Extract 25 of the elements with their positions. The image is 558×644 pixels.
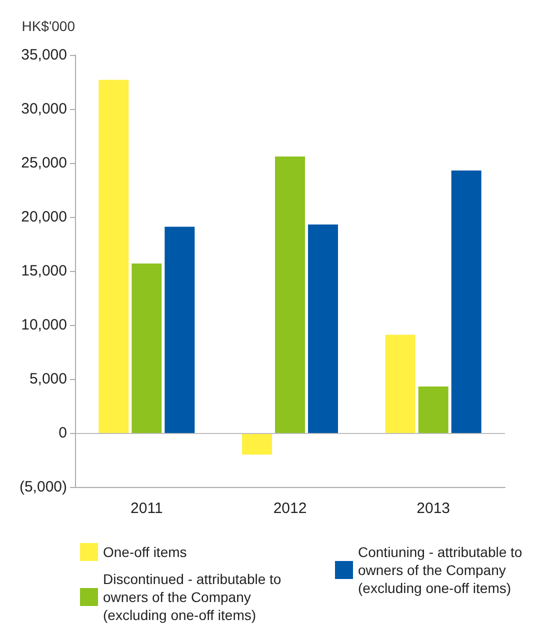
bar <box>418 386 448 433</box>
bar <box>275 156 305 433</box>
y-tick-label: 15,000 <box>21 262 67 280</box>
y-tick-label: 5,000 <box>29 370 67 388</box>
y-tick-label: 20,000 <box>21 208 67 226</box>
y-tick-label: 10,000 <box>21 316 67 334</box>
bar <box>385 334 416 433</box>
x-tick-label: 2013 <box>416 500 450 517</box>
y-tick-label: 30,000 <box>21 100 67 118</box>
legend-label: Discontinued - attributable to owners of the Company (excluding one-off items) <box>103 571 282 623</box>
bar <box>164 226 195 433</box>
legend-label: Contiuning - attributable to owners of the Company (excluding one-off items) <box>358 544 522 596</box>
bar <box>132 263 162 433</box>
y-tick-label: 35,000 <box>21 46 67 64</box>
y-tick-label: (5,000) <box>19 478 67 496</box>
bar <box>98 80 129 433</box>
bar <box>242 433 272 455</box>
legend-label: One-off items <box>103 544 187 560</box>
x-tick-label: 2011 <box>130 500 163 517</box>
bar <box>308 224 338 433</box>
y-axis-title: HK$'000 <box>22 18 76 34</box>
y-tick-label: 25,000 <box>21 154 67 172</box>
y-tick-label: 0 <box>58 424 67 442</box>
bar <box>451 170 482 433</box>
x-tick-label: 2012 <box>273 500 307 517</box>
